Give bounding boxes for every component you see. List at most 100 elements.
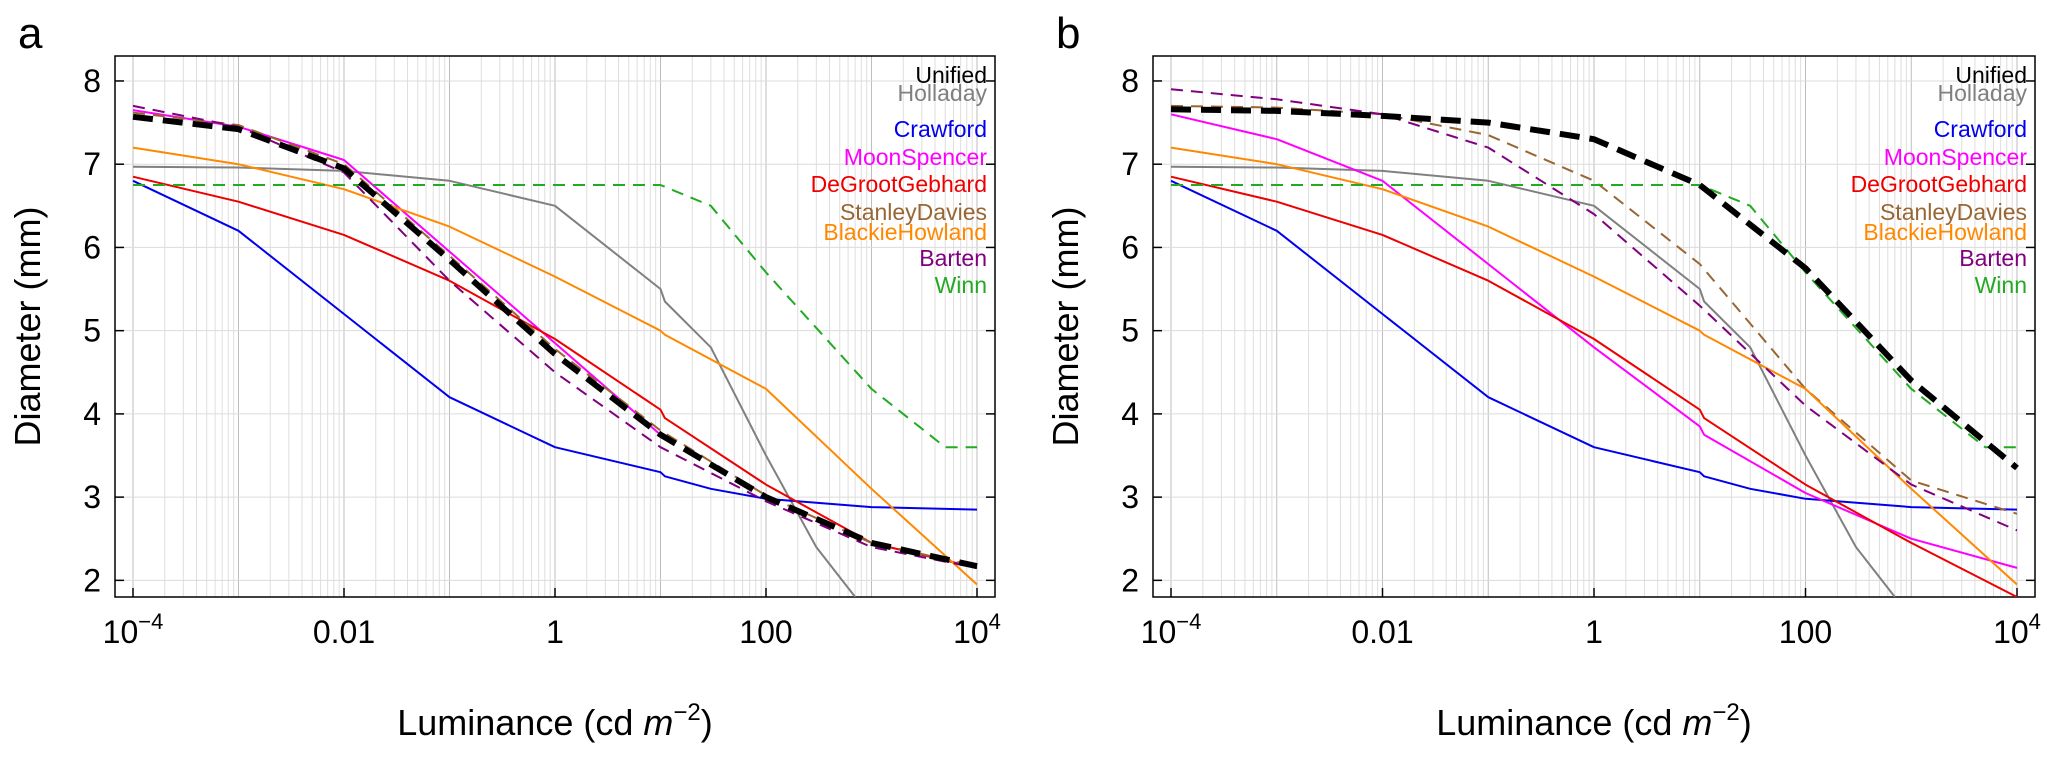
x-axis-label-unit: m (643, 702, 673, 743)
legend-label-holladay: Holladay (898, 80, 988, 106)
series-line-unified (1170, 106, 2019, 471)
x-tick-base: 0.01 (1351, 614, 1413, 650)
x-tick-base: 100 (739, 614, 792, 650)
series-line-blackiehowland (1170, 146, 2018, 586)
y-tick-label: 2 (83, 562, 101, 598)
y-tick-label: 3 (1121, 479, 1139, 515)
x-tick-sup: 4 (989, 609, 1001, 634)
y-axis-label: Diameter (mm) (1045, 207, 1086, 447)
legend-label-moonspencer: MoonSpencer (844, 144, 988, 170)
x-tick-sup: −4 (138, 609, 163, 634)
x-tick-label: 1 (546, 614, 564, 650)
x-tick-base: 1 (1585, 614, 1603, 650)
x-tick-label: 1 (1585, 614, 1603, 650)
x-tick-label: 100 (739, 614, 792, 650)
x-axis-label-sup: −2 (1712, 699, 1739, 726)
legend-label-blackiehowland: BlackieHowland (1863, 219, 2027, 245)
x-tick-label: 0.01 (313, 614, 375, 650)
x-axis-label-text: Luminance (cd (397, 702, 643, 743)
x-tick-base: 10 (953, 614, 989, 650)
x-tick-base: 1 (546, 614, 564, 650)
grid (1153, 56, 2035, 597)
y-tick-label: 7 (83, 146, 101, 182)
x-tick-base: 10 (103, 614, 139, 650)
x-axis-label-unit: m (1682, 702, 1712, 743)
y-tick-label: 8 (83, 63, 101, 99)
x-axis: 10−4 0.01 1 100 104 (1141, 588, 2041, 650)
y-tick-label: 4 (1121, 396, 1139, 432)
series-line-crawford (132, 179, 978, 511)
x-tick-label: 0.01 (1351, 614, 1413, 650)
x-axis-label-text: Luminance (cd (1436, 702, 1682, 743)
x-axis-label-close: ) (701, 702, 713, 743)
legend-label-winn: Winn (935, 272, 987, 298)
legend-label-crawford: Crawford (1934, 116, 2027, 142)
y-tick-label: 7 (1121, 146, 1139, 182)
series-line-degrootgebhard (1170, 175, 2018, 597)
series-line-stanleydavies (132, 111, 978, 568)
legend-label-holladay: Holladay (1938, 80, 2028, 106)
x-tick-base: 10 (1993, 614, 2029, 650)
y-tick-label: 8 (1121, 63, 1139, 99)
x-tick-label: 100 (1779, 614, 1832, 650)
legend-label-crawford: Crawford (894, 116, 987, 142)
x-tick-sup: −4 (1176, 609, 1201, 634)
panel-letter: a (18, 9, 43, 58)
x-tick-label: 104 (953, 609, 1001, 650)
series-line-winn (133, 184, 977, 449)
legend-label-stanleydavies: StanleyDavies (1880, 199, 2027, 225)
series-line-blackiehowland (132, 146, 978, 586)
series-line-crawford (1170, 179, 2018, 511)
x-axis-label-close: ) (1740, 702, 1752, 743)
series-line-unified (132, 113, 978, 570)
legend-label-blackiehowland: BlackieHowland (823, 219, 987, 245)
y-axis-label: Diameter (mm) (7, 207, 48, 447)
legend-label-barten: Barten (919, 245, 987, 271)
y-tick-label: 4 (83, 396, 101, 432)
x-tick-label: 10−4 (103, 609, 164, 650)
y-axis: 2 3 4 5 6 7 8 (83, 63, 995, 598)
series-line-holladay (1170, 165, 1896, 597)
x-axis-label: Luminance (cd m−2) (397, 699, 713, 743)
y-tick-label: 5 (1121, 313, 1139, 349)
legend-label-barten: Barten (1959, 245, 2027, 271)
legend-label-winn: Winn (1975, 272, 2027, 298)
series-line-stanleydavies (1170, 104, 2018, 515)
series-group (1170, 88, 2019, 597)
x-axis-label-sup: −2 (673, 699, 700, 726)
legend-label-degrootgebhard: DeGrootGebhard (1851, 171, 2027, 197)
panel-letter: b (1056, 9, 1080, 58)
y-tick-label: 6 (1121, 229, 1139, 265)
y-tick-label: 2 (1121, 562, 1139, 598)
legend-label-unified: Unified (1955, 62, 2027, 88)
x-tick-sup: 4 (2029, 609, 2041, 634)
x-axis-label: Luminance (cd m−2) (1436, 699, 1752, 743)
x-tick-label: 10−4 (1141, 609, 1202, 650)
series-line-degrootgebhard (132, 175, 978, 569)
y-tick-label: 3 (83, 479, 101, 515)
y-axis: 2 3 4 5 6 7 8 (1121, 63, 2035, 598)
x-tick-base: 0.01 (313, 614, 375, 650)
series-group (132, 104, 978, 597)
x-tick-base: 10 (1141, 614, 1177, 650)
legend-label-stanleydavies: StanleyDavies (840, 199, 987, 225)
series-line-moonspencer (132, 109, 662, 436)
grid (115, 56, 995, 597)
x-tick-base: 100 (1779, 614, 1832, 650)
x-axis: 10−4 0.01 1 100 104 (103, 588, 1001, 650)
y-tick-label: 6 (83, 229, 101, 265)
series-line-barten (132, 104, 978, 569)
series-line-holladay (132, 165, 856, 597)
legend-label-unified: Unified (915, 62, 987, 88)
series-line-barten (1170, 88, 2018, 532)
series-line-moonspencer (1170, 113, 2018, 569)
x-tick-label: 104 (1993, 609, 2041, 650)
legend-label-moonspencer: MoonSpencer (1884, 144, 2028, 170)
y-tick-label: 5 (83, 313, 101, 349)
